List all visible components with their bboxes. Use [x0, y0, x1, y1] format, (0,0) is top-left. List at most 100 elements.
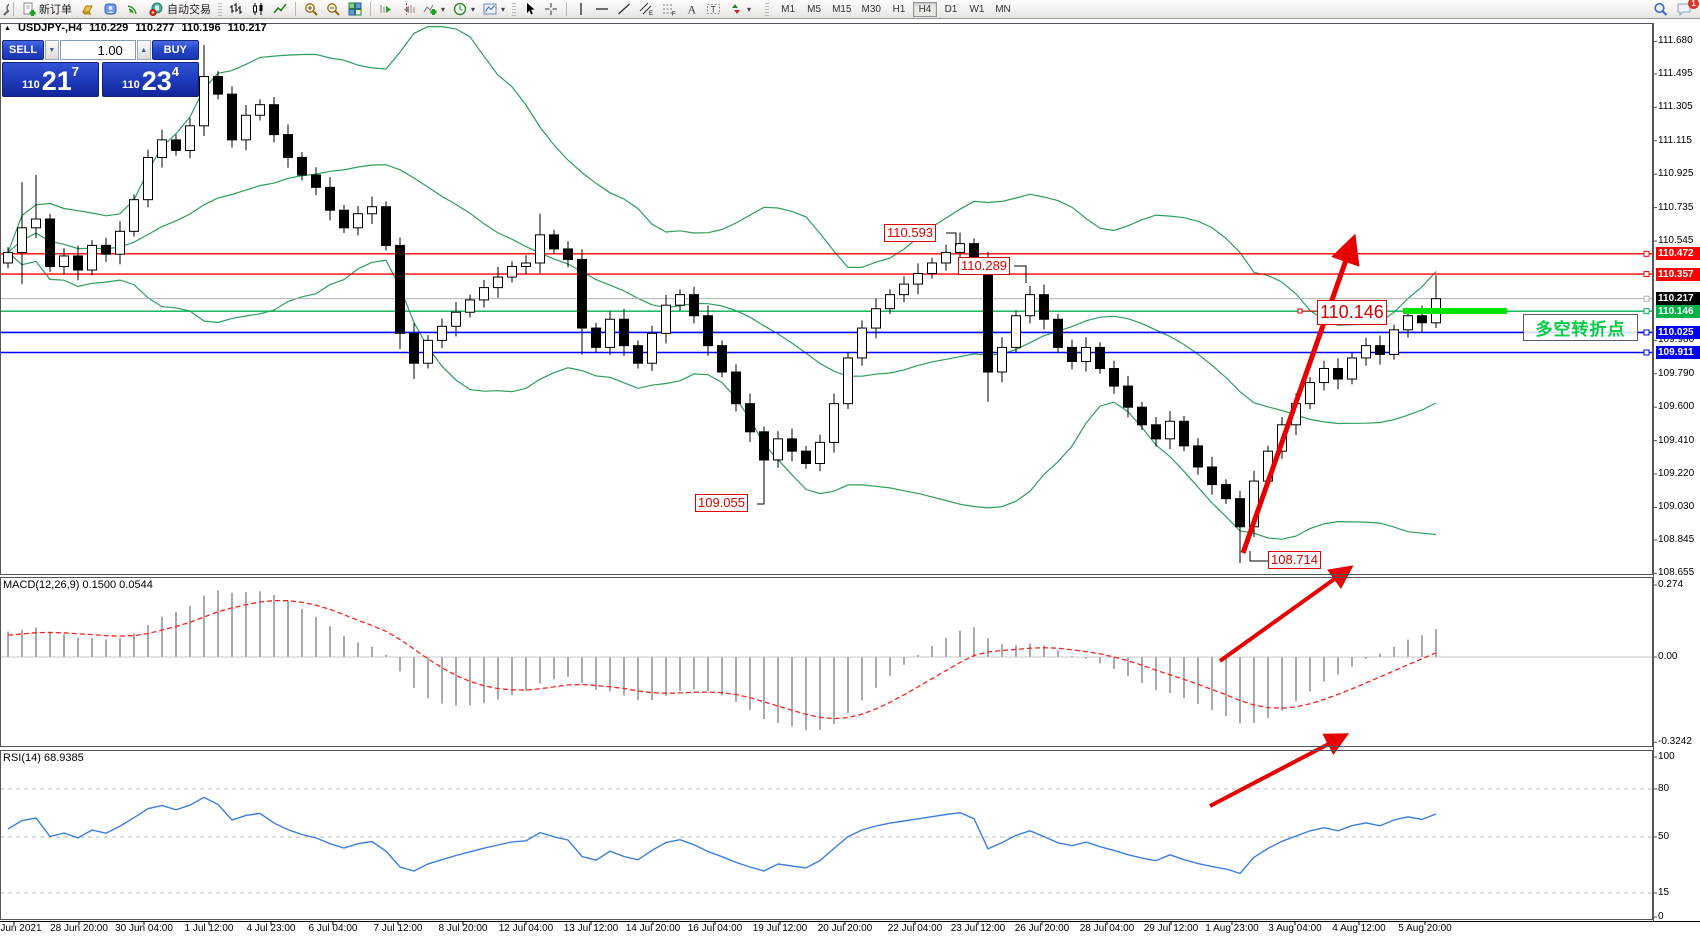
price-callout-109.055[interactable]: 109.055	[695, 494, 748, 513]
time-tick-label: 22 Jul 04:00	[887, 923, 943, 934]
horizontal-line-tool-button[interactable]	[591, 1, 613, 17]
sell-price-button[interactable]: 110 21 7	[2, 62, 99, 97]
auto-trading-icon	[149, 2, 163, 16]
buy-price-pip: 4	[171, 64, 180, 79]
price-tick: 109.790	[1658, 367, 1695, 379]
price-tick: 111.495	[1658, 67, 1693, 79]
zoom-out-button[interactable]	[322, 1, 344, 17]
cursor-icon	[527, 3, 535, 15]
crosshair-tool-button[interactable]	[540, 1, 562, 17]
buy-price-button[interactable]: 110 23 4	[102, 62, 199, 97]
channel-tool-button[interactable]: E	[635, 1, 658, 17]
timeframe-H1[interactable]: H1	[887, 2, 911, 17]
time-axis[interactable]: 25 Jun 2021 28 Jun 20:00 30 Jun 04:00 1 Jul…	[0, 923, 1700, 938]
timeframe-D1[interactable]: D1	[939, 2, 963, 17]
price-callout-110.593[interactable]: 110.593	[884, 224, 937, 243]
chart-shift-icon	[404, 3, 415, 15]
price-badge: 110.217	[1656, 292, 1700, 306]
price-tick: 110.735	[1658, 201, 1694, 213]
sell-price-pip: 7	[71, 64, 80, 79]
svg-text:A: A	[688, 3, 697, 17]
candlestick-mode-button[interactable]	[247, 1, 269, 17]
gold-tool-button[interactable]	[76, 1, 99, 17]
timeframe-M30[interactable]: M30	[858, 2, 885, 17]
text-label-tool-button[interactable]: T	[702, 1, 725, 17]
time-tick-label: 28 Jun 20:00	[50, 923, 108, 934]
timeframe-H4[interactable]: H4	[912, 1, 937, 17]
time-tick-label: 30 Jun 04:00	[115, 923, 173, 934]
fibonacci-tool-button[interactable]: F	[658, 1, 681, 17]
volume-input[interactable]	[59, 40, 136, 60]
volume-increase-button[interactable]: ▲	[136, 40, 151, 60]
time-tick-label: 12 Jul 04:00	[498, 923, 554, 934]
timeframe-M1[interactable]: M1	[776, 2, 800, 17]
auto-trading-button[interactable]: 自动交易	[145, 1, 215, 17]
indicators-button[interactable]: ▾	[419, 1, 449, 17]
price-callout-108.714[interactable]: 108.714	[1268, 551, 1321, 570]
shapes-tool-button[interactable]: ▾	[725, 1, 755, 17]
new-order-icon	[23, 2, 36, 16]
volume-decrease-button[interactable]: ▼	[45, 40, 59, 60]
magnifier-partial-icon[interactable]	[2, 2, 9, 16]
signal-button[interactable]	[122, 1, 145, 17]
turning-point-annotation[interactable]: 多空转折点	[1523, 314, 1638, 341]
timeframe-MN[interactable]: MN	[991, 2, 1015, 17]
time-tick-label: 23 Jul 12:00	[950, 923, 1006, 934]
chart-header: ▲ USDJPY-,H4 110.229 110.277 110.196 110…	[4, 22, 267, 34]
cursor-tool-button[interactable]	[519, 1, 540, 17]
templates-button[interactable]: ▾	[479, 1, 509, 17]
new-order-label: 新订单	[39, 4, 72, 16]
time-tick-label: 28 Jul 04:00	[1079, 923, 1135, 934]
time-tick-label: 7 Jul 12:00	[373, 923, 423, 934]
time-tick-label: 3 Aug 04:00	[1268, 923, 1322, 934]
price-axis[interactable]: 111.680 111.495 111.305 111.115 110.925 110.7…	[1656, 0, 1700, 922]
chevron-down-icon: ▾	[747, 4, 752, 14]
sell-price-base: 110	[21, 79, 40, 91]
main-toolbar: 新订单 自动交易 ▾ ▾	[0, 0, 1700, 19]
auto-trading-label: 自动交易	[167, 4, 211, 16]
zoom-in-button[interactable]	[300, 1, 322, 17]
gold-icon	[82, 5, 93, 15]
timeframe-M5[interactable]: M5	[802, 2, 826, 17]
time-tick-label: 1 Jul 12:00	[184, 923, 234, 934]
notifications-button[interactable]: 1	[1676, 0, 1699, 17]
ohlc-low: 110.196	[181, 22, 221, 34]
svg-text:E: E	[649, 11, 653, 16]
periods-button[interactable]: ▾	[449, 1, 479, 17]
time-tick-label: 8 Jul 20:00	[438, 923, 488, 934]
new-order-button[interactable]: 新订单	[18, 1, 76, 17]
tile-windows-button[interactable]	[344, 1, 366, 17]
timeframe-M15[interactable]: M15	[828, 2, 855, 17]
vertical-line-tool-button[interactable]	[571, 1, 591, 17]
text-label-icon: T	[707, 4, 721, 15]
trendline-tool-button[interactable]	[613, 1, 635, 17]
text-tool-button[interactable]: A	[681, 1, 702, 17]
auto-scroll-button[interactable]	[375, 1, 397, 17]
community-button[interactable]	[99, 1, 122, 17]
rsi-tick: 15	[1658, 887, 1670, 898]
auto-scroll-icon	[380, 5, 391, 13]
time-tick-label: 16 Jul 04:00	[687, 923, 743, 934]
fibonacci-icon: F	[663, 4, 676, 16]
rsi-tick: 0	[1658, 911, 1664, 922]
line-chart-mode-button[interactable]	[269, 1, 291, 17]
timeframe-W1[interactable]: W1	[965, 2, 989, 17]
time-tick-label: 25 Jun 2021	[0, 923, 42, 934]
sell-button[interactable]: SELL	[2, 40, 44, 60]
collapse-arrow-icon[interactable]: ▲	[4, 24, 11, 32]
price-callout-110.146[interactable]: 110.146	[1317, 300, 1387, 325]
search-icon[interactable]	[1653, 2, 1668, 17]
chevron-down-icon: ▾	[441, 4, 446, 14]
community-icon	[104, 3, 117, 15]
price-badge: 109.911	[1656, 346, 1700, 359]
chart-shift-button[interactable]	[397, 1, 419, 17]
bar-chart-mode-button[interactable]	[225, 1, 247, 17]
price-callout-110.289[interactable]: 110.289	[958, 257, 1011, 276]
buy-button[interactable]: BUY	[151, 40, 199, 60]
price-tick: 109.030	[1658, 501, 1695, 513]
price-tick: 110.925	[1658, 168, 1694, 180]
ohlc-high: 110.277	[135, 22, 175, 34]
svg-text:T: T	[711, 5, 717, 15]
